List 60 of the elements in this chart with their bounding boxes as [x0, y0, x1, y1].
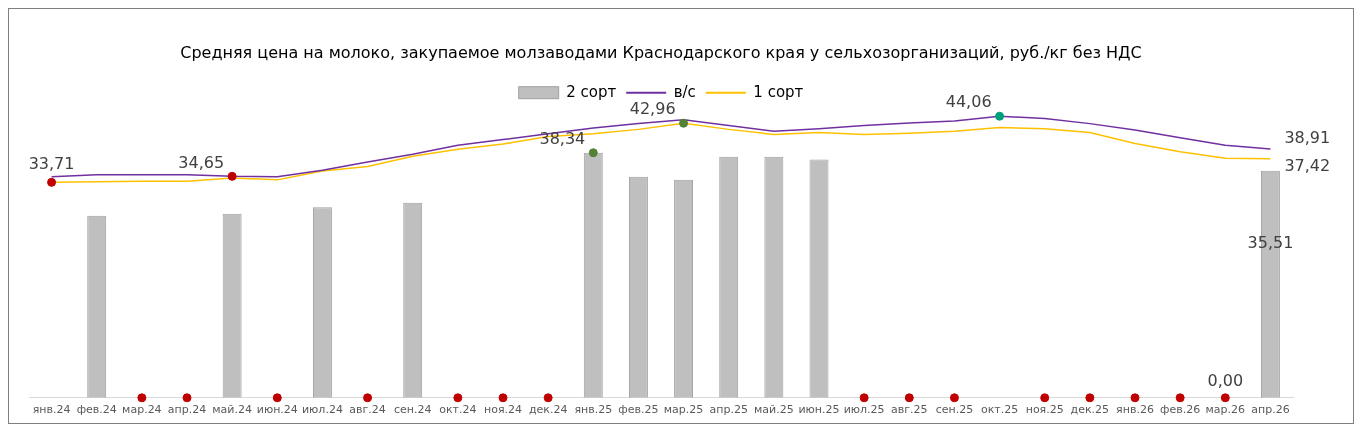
x-tick-label: дек.25 — [1070, 403, 1110, 417]
point — [543, 393, 553, 403]
point — [995, 111, 1005, 121]
data-label: 44,06 — [945, 92, 992, 112]
point — [182, 393, 192, 403]
x-tick-label: янв.26 — [1116, 403, 1154, 417]
x-tick-label: май.25 — [754, 403, 794, 417]
point — [498, 393, 508, 403]
x-tick-label: янв.25 — [574, 403, 613, 417]
x-tick-label: апр.24 — [167, 403, 207, 417]
data-label: 42,96 — [629, 99, 676, 119]
x-tick-label: авг.25 — [891, 403, 928, 417]
point — [1130, 393, 1140, 403]
x-tick-label: мар.24 — [122, 403, 162, 417]
x-tick-label: авг.24 — [349, 403, 386, 417]
x-tick-label: сен.25 — [935, 403, 974, 417]
x-tick-label: июл.24 — [301, 403, 343, 417]
x-tick-label: июл.25 — [843, 403, 885, 417]
x-tick-label: мар.25 — [663, 403, 704, 417]
point — [949, 393, 959, 403]
point — [1175, 393, 1185, 403]
data-label: 38,91 — [1284, 128, 1331, 148]
data-label: 37,42 — [1284, 155, 1331, 175]
x-tick-label: янв.24 — [32, 403, 71, 417]
legend-label: 1 сорт — [753, 82, 804, 101]
point — [1085, 393, 1095, 403]
x-tick-label: фев.26 — [1160, 403, 1201, 417]
point — [859, 393, 869, 403]
point — [904, 393, 914, 403]
x-tick-label: апр.25 — [709, 403, 748, 417]
point — [227, 171, 237, 181]
legend-label: в/с — [673, 82, 696, 101]
data-label: 0,00 — [1207, 370, 1244, 390]
chart-title: Средняя цена на молоко, закупаемое молзаводами Краснодарского края у сельхозорганизаций, руб./кг без НДС — [180, 42, 1142, 62]
data-label: 33,71 — [28, 153, 75, 173]
legend-label: 2 сорт — [566, 82, 617, 101]
point — [272, 393, 282, 403]
x-tick-label: окт.25 — [980, 403, 1019, 417]
point — [1040, 393, 1050, 403]
x-tick-label: ноя.25 — [1025, 403, 1064, 417]
x-tick-label: сен.24 — [393, 403, 432, 417]
point — [363, 393, 373, 403]
x-tick-label: дек.24 — [528, 403, 568, 417]
x-tick-label: июн.24 — [256, 403, 298, 417]
x-tick-label: апр.26 — [1251, 403, 1290, 417]
point — [588, 148, 598, 158]
x-tick-label: окт.24 — [439, 403, 477, 417]
x-tick-label: июн.25 — [798, 403, 840, 417]
x-tick-label: фев.24 — [76, 403, 117, 417]
point — [453, 393, 463, 403]
point — [137, 393, 147, 403]
point — [679, 118, 689, 128]
x-tick-label: фев.25 — [618, 403, 659, 417]
point — [1220, 393, 1230, 403]
data-label: 34,65 — [178, 152, 225, 172]
point — [47, 177, 57, 187]
x-tick-label: май.24 — [212, 403, 252, 417]
data-label: 35,51 — [1247, 233, 1294, 253]
x-tick-label: ноя.24 — [483, 403, 523, 417]
x-tick-label: мар.26 — [1205, 403, 1246, 417]
